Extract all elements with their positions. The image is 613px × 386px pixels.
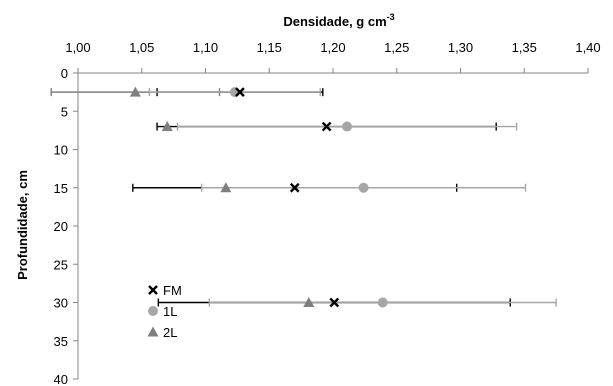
marker-2L [161, 121, 173, 132]
marker-1L [377, 297, 388, 308]
marker-2L [220, 182, 232, 193]
y-tick-label: 10 [54, 143, 68, 158]
legend-marker-2L [147, 326, 159, 337]
legend-label-1L: 1L [163, 304, 177, 319]
y-tick-label: 30 [54, 296, 68, 311]
x-axis-title-sup: -3 [387, 12, 395, 22]
marker-2L [303, 297, 315, 307]
y-tick-label: 20 [54, 219, 68, 234]
x-tick-label: 1,35 [512, 40, 537, 55]
marker-FM [235, 87, 245, 97]
x-axis-title: Densidade, g cm-3 [283, 12, 394, 29]
y-axis-title: Profundidade, cm [15, 170, 30, 280]
y-tick-label: 0 [61, 66, 68, 81]
x-tick-label: 1,00 [65, 40, 90, 55]
x-tick-label: 1,30 [448, 40, 473, 55]
marker-FM [321, 121, 332, 132]
legend-marker-1L [148, 306, 158, 316]
marker-1L [358, 182, 369, 193]
marker-FM [329, 297, 340, 308]
marker-2L [129, 86, 141, 97]
x-tick-label: 1,05 [129, 40, 154, 55]
y-tick-label: 15 [54, 181, 68, 196]
legend-label-FM: FM [163, 283, 182, 298]
x-axis-title-text: Densidade, g cm [283, 14, 386, 29]
x-tick-label: 1,40 [575, 40, 600, 55]
y-tick-label: 25 [54, 257, 68, 272]
legend-label-2L: 2L [163, 325, 177, 340]
marker-FM [289, 182, 300, 193]
y-tick-label: 5 [61, 104, 68, 119]
x-tick-label: 1,25 [384, 40, 409, 55]
x-tick-label: 1,10 [193, 40, 218, 55]
legend-marker-FM [148, 285, 158, 295]
x-tick-label: 1,20 [320, 40, 345, 55]
marker-1L [342, 121, 353, 132]
x-tick-label: 1,15 [257, 40, 282, 55]
y-tick-label: 35 [54, 334, 68, 349]
y-tick-label: 40 [54, 372, 68, 386]
